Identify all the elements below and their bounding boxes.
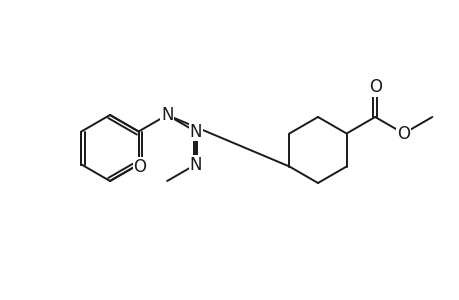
Text: O: O: [368, 78, 381, 96]
Text: N: N: [189, 122, 202, 140]
Text: O: O: [133, 158, 146, 175]
Text: O: O: [397, 124, 409, 142]
Text: N: N: [189, 155, 202, 173]
Text: N: N: [161, 106, 173, 124]
